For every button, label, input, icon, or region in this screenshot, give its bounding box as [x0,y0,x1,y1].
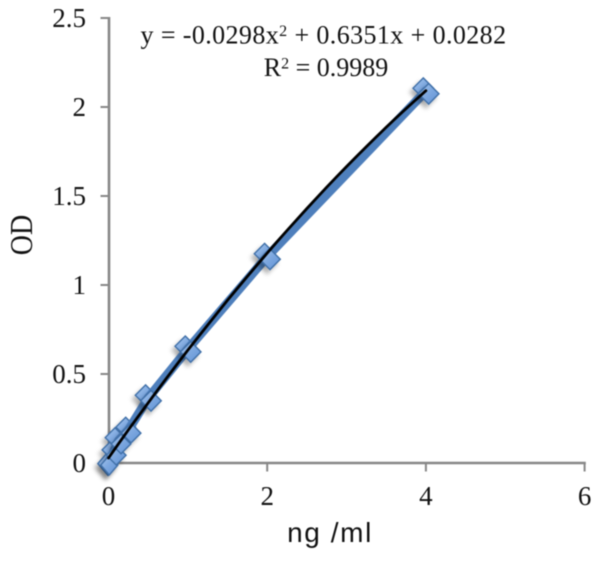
svg-text:0.5: 0.5 [52,359,86,389]
svg-text:4: 4 [419,481,433,511]
svg-text:OD: OD [3,215,39,255]
svg-text:2.5: 2.5 [52,3,86,33]
svg-text:0: 0 [73,448,87,478]
svg-text:0: 0 [102,481,116,511]
svg-text:1: 1 [73,270,87,300]
svg-text:ng /ml: ng /ml [287,517,373,548]
svg-text:6: 6 [578,481,592,511]
svg-text:y = -0.0298x2 + 0.6351x + 0.02: y = -0.0298x2 + 0.6351x + 0.0282 [141,21,507,50]
svg-text:1.5: 1.5 [52,181,86,211]
svg-text:2: 2 [260,481,274,511]
svg-text:2: 2 [73,92,87,122]
